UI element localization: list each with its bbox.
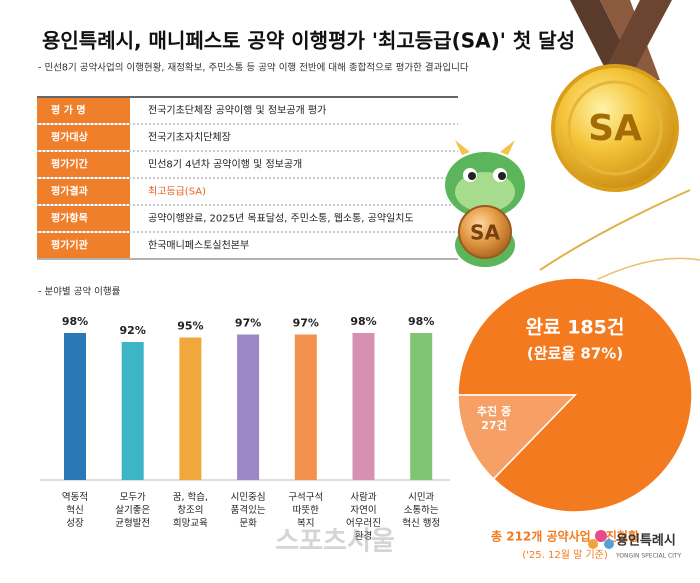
- medal-text: SA: [588, 108, 642, 149]
- bar: [294, 334, 317, 480]
- value-label: 95%: [177, 320, 203, 333]
- value-label: 97%: [235, 317, 261, 330]
- category-label: 역동적 혁신 성장: [62, 491, 88, 529]
- bar: [179, 337, 202, 480]
- value-label: 98%: [350, 315, 376, 328]
- charts: - 분야별 공약 이행률 98% 역동적 혁신 성장 92% 모두가 살기좋은 균형발전 95% 꿈…: [38, 277, 693, 561]
- category-label: 꿈, 학습, 창조의 희망교육: [173, 492, 208, 529]
- pie-subtitle: ('25. 12월 말 기준): [522, 549, 608, 561]
- table-value: 공약이행완료, 2025년 목표달성, 주민소통, 웹소통, 공약일치도: [148, 213, 414, 225]
- table-label: 평가기간: [51, 158, 89, 171]
- category-label: 모두가 살기좋은 균형발전: [115, 492, 150, 529]
- logo-name: 용인특례시: [616, 533, 676, 549]
- value-label: 98%: [408, 315, 434, 328]
- category-label: 시민과 소통하는 혁신 행정: [402, 492, 440, 529]
- slice-label-box: 추진 중 27건: [476, 405, 512, 432]
- table-label-cell: [37, 152, 130, 177]
- table-label: 평가결과: [51, 185, 89, 198]
- bar: [64, 333, 86, 480]
- table-label: 평가대상: [51, 131, 89, 144]
- table-value: 최고등급(SA): [148, 186, 206, 198]
- chart-title: - 분야별 공약 이행률: [38, 286, 121, 298]
- table-label-cell: [37, 125, 130, 150]
- table-label-cell: [37, 206, 130, 231]
- title: 용인특례시, 매니페스토 공약 이행평가 '최고등급(SA)' 첫 달성: [42, 29, 575, 53]
- bar: [237, 334, 260, 480]
- table-label: 평가기관: [51, 239, 89, 252]
- value-label: 97%: [293, 317, 319, 330]
- bar: [352, 333, 375, 480]
- slice-annotation: (완료율 87%): [527, 345, 623, 363]
- table-value: 전국기초자치단체장: [148, 132, 231, 144]
- mascot: SA: [445, 140, 525, 267]
- category-label: 구석구석 따뜻한 복지: [288, 492, 323, 529]
- category-label: 사람과 자연이 어우러진 환경: [346, 491, 381, 542]
- slice-label: 완료 185건: [526, 317, 625, 339]
- value-label: 98%: [62, 315, 88, 328]
- slice-label: 추진 중 27건: [476, 405, 512, 432]
- table-label-cell: [37, 179, 130, 204]
- table-label-cell: [37, 98, 130, 123]
- table-value: 한국매니페스토실천본부: [148, 240, 249, 252]
- subtitle: - 민선8기 공약사업의 이행현황, 재정확보, 주민소통 등 공약 이행 전반…: [38, 62, 469, 74]
- category-label: 시민중심 품격있는 문화: [231, 492, 266, 529]
- pie-slice: [457, 394, 577, 481]
- value-label: 92%: [120, 324, 146, 337]
- table-value: 전국기초단체장 공약이행 및 정보공개 평가: [148, 105, 326, 117]
- table-label-cell: [37, 233, 130, 258]
- watermark: 스포츠서울: [275, 527, 395, 557]
- bar: [410, 333, 433, 480]
- medal: SA: [539, 0, 700, 301]
- coin-text: SA: [470, 221, 500, 245]
- bar: [121, 342, 144, 480]
- table-label: 평가항목: [51, 212, 88, 225]
- logo: 용인특례시 YONGIN SPECIAL CITY: [588, 530, 682, 560]
- table-value: 민선8기 4년차 공약이행 및 정보공개: [148, 159, 302, 171]
- logo-english: YONGIN SPECIAL CITY: [615, 553, 682, 560]
- table-label: 평 가 명: [51, 104, 86, 117]
